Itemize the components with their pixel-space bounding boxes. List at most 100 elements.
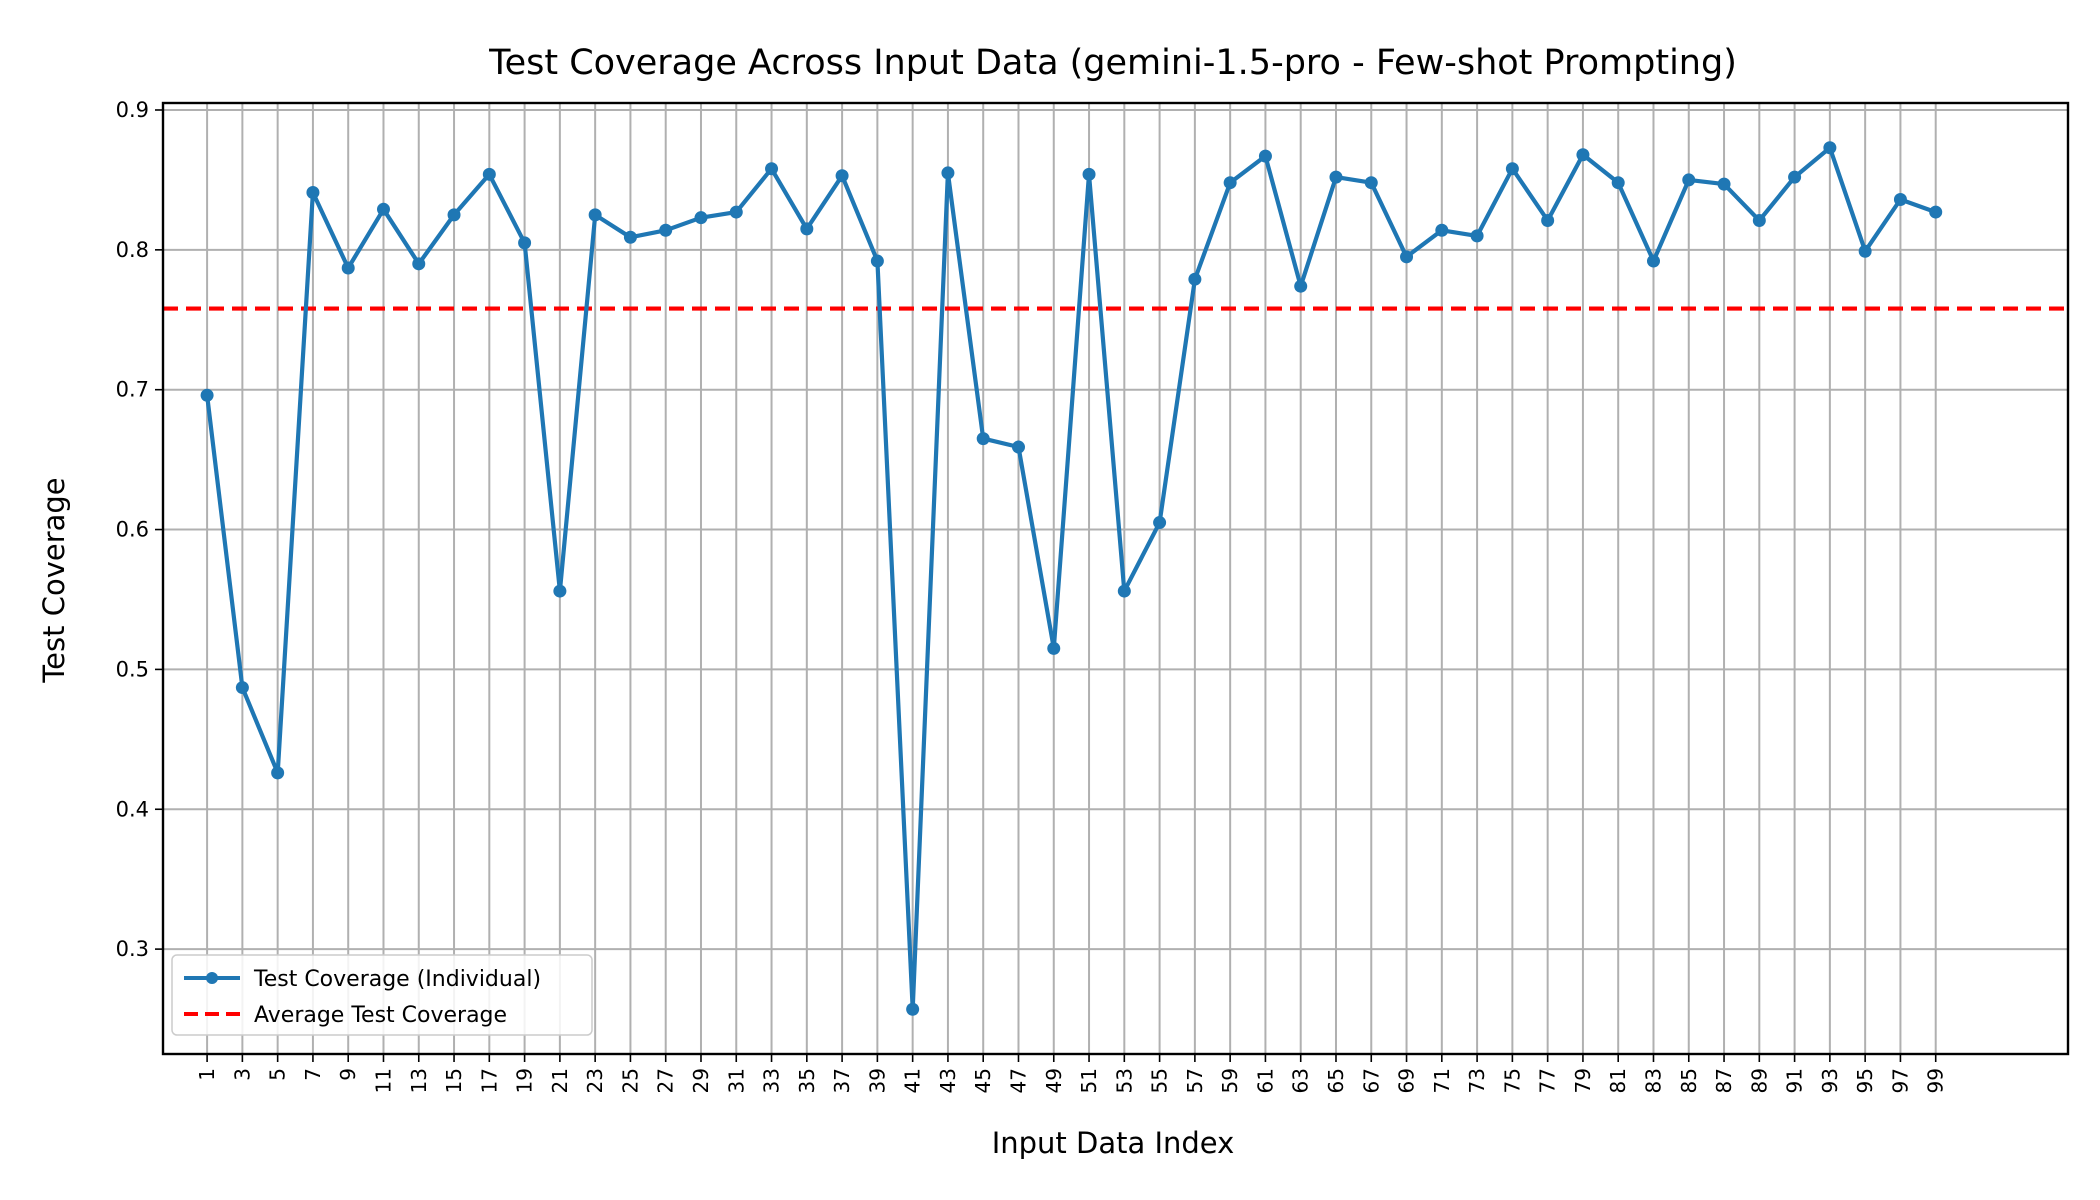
data-point (1329, 170, 1343, 184)
x-tick-label: 91 (1783, 1068, 1807, 1093)
data-point (1717, 177, 1731, 191)
data-point (1153, 516, 1167, 530)
data-point (1893, 192, 1907, 206)
data-point (376, 202, 390, 216)
x-tick-label: 69 (1395, 1068, 1419, 1093)
data-point (1082, 167, 1096, 181)
x-tick-label: 75 (1500, 1068, 1524, 1093)
data-point (835, 169, 849, 183)
x-tick-label: 3 (230, 1068, 254, 1081)
data-point (482, 167, 496, 181)
legend-box (171, 954, 593, 1036)
data-point (1646, 254, 1660, 268)
data-point (870, 254, 884, 268)
data-point (1788, 170, 1802, 184)
x-tick-label: 17 (477, 1068, 501, 1093)
x-tick-label: 83 (1641, 1068, 1665, 1093)
data-point (1258, 149, 1272, 163)
x-tick-label: 7 (301, 1068, 325, 1081)
legend: Test Coverage (Individual) Average Test … (171, 954, 593, 1036)
x-tick-label: 15 (442, 1068, 466, 1093)
data-point (800, 222, 814, 236)
x-tick-label: 47 (1006, 1068, 1030, 1093)
data-point (1505, 162, 1519, 176)
x-tick-label: 19 (513, 1068, 537, 1093)
x-tick-label: 85 (1677, 1068, 1701, 1093)
data-point (1470, 229, 1484, 243)
x-tick-label: 99 (1924, 1068, 1948, 1093)
data-point (1541, 213, 1555, 227)
data-point (341, 261, 355, 275)
x-tick-label: 61 (1253, 1068, 1277, 1093)
data-point (976, 432, 990, 446)
data-point (1364, 176, 1378, 190)
data-point (1576, 148, 1590, 162)
data-point (906, 1002, 920, 1016)
grid-lines (163, 103, 2068, 1054)
data-point (588, 208, 602, 222)
x-tick-label: 11 (371, 1068, 395, 1093)
x-tick-label: 23 (583, 1068, 607, 1093)
x-tick-label: 93 (1818, 1068, 1842, 1093)
x-tick-label: 51 (1077, 1068, 1101, 1093)
data-point (1858, 244, 1872, 258)
series-layer (200, 141, 1943, 1016)
x-tick-label: 21 (548, 1068, 572, 1093)
data-point (623, 230, 637, 244)
data-point (694, 211, 708, 225)
data-point (200, 388, 214, 402)
x-tick-label: 9 (336, 1068, 360, 1081)
x-tick-label: 29 (689, 1068, 713, 1093)
x-tick-label: 37 (830, 1068, 854, 1093)
x-axis-ticks: 1 3 5 7 9 11 13 15 17 19 21 23 25 27 29 31 33 35 37 39 41 43 4… (195, 1054, 1948, 1093)
y-tick-label: 0.3 (116, 937, 149, 961)
data-point (1611, 176, 1625, 190)
y-axis-label: Test Coverage (37, 477, 71, 683)
data-point (412, 257, 426, 271)
x-tick-label: 57 (1183, 1068, 1207, 1093)
x-tick-label: 89 (1747, 1068, 1771, 1093)
data-point (1823, 141, 1837, 155)
y-tick-label: 0.6 (116, 518, 149, 542)
x-tick-label: 77 (1536, 1068, 1560, 1093)
x-tick-label: 87 (1712, 1068, 1736, 1093)
y-tick-label: 0.4 (116, 797, 149, 821)
data-point (1752, 213, 1766, 227)
x-tick-label: 81 (1606, 1068, 1630, 1093)
x-tick-label: 71 (1430, 1068, 1454, 1093)
x-tick-label: 49 (1042, 1068, 1066, 1093)
data-point (1223, 176, 1237, 190)
x-tick-label: 27 (654, 1068, 678, 1093)
data-point (1011, 440, 1025, 454)
data-point (1117, 584, 1131, 598)
data-point (765, 162, 779, 176)
data-point (941, 166, 955, 180)
data-point (235, 681, 249, 695)
legend-marker-individual (206, 972, 218, 984)
data-point (271, 766, 285, 780)
series-line-individual (205, 145, 1937, 1012)
x-tick-label: 35 (795, 1068, 819, 1093)
data-point (659, 223, 673, 237)
data-point (447, 208, 461, 222)
x-tick-label: 59 (1218, 1068, 1242, 1093)
data-point (1929, 205, 1943, 219)
data-point (1188, 272, 1202, 286)
data-point (1682, 173, 1696, 187)
legend-label-individual: Test Coverage (Individual) (253, 967, 541, 992)
x-tick-label: 1 (195, 1068, 219, 1081)
x-tick-label: 39 (865, 1068, 889, 1093)
x-tick-label: 97 (1888, 1068, 1912, 1093)
x-tick-label: 63 (1289, 1068, 1313, 1093)
x-tick-label: 79 (1571, 1068, 1595, 1093)
x-tick-label: 53 (1112, 1068, 1136, 1093)
data-point (1294, 279, 1308, 293)
x-axis-label: Input Data Index (992, 1126, 1235, 1160)
x-tick-label: 73 (1465, 1068, 1489, 1093)
x-tick-label: 31 (724, 1068, 748, 1093)
data-point (1400, 250, 1414, 264)
y-axis-ticks: 0.3 0.4 0.5 0.6 0.7 0.8 0.9 (116, 98, 163, 961)
y-tick-label: 0.9 (116, 98, 149, 122)
